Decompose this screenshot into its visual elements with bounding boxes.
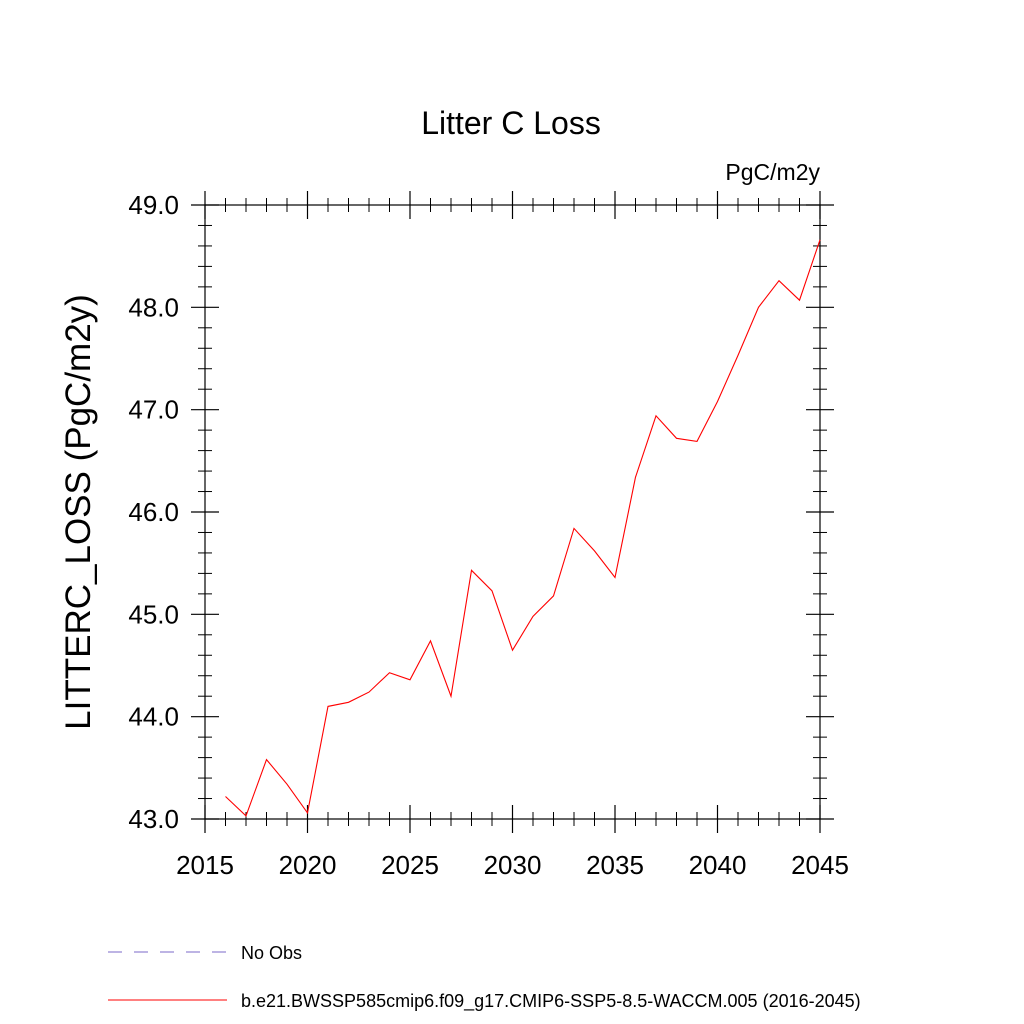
- y-tick-label: 43.0: [128, 804, 179, 834]
- x-tick-label: 2030: [484, 850, 542, 880]
- series-line: [225, 239, 821, 817]
- y-axis-label: LITTERC_LOSS (PgC/m2y): [59, 294, 98, 730]
- legend-label: b.e21.BWSSP585cmip6.f09_g17.CMIP6-SSP5-8…: [241, 991, 861, 1012]
- x-tick-label: 2025: [381, 850, 439, 880]
- units-label: PgC/m2y: [725, 159, 820, 185]
- x-tick-label: 2035: [586, 850, 644, 880]
- y-tick-label: 48.0: [128, 292, 179, 322]
- chart-title: Litter C Loss: [421, 105, 601, 141]
- x-tick-label: 2020: [279, 850, 337, 880]
- x-tick-label: 2015: [176, 850, 234, 880]
- y-tick-label: 49.0: [128, 190, 179, 220]
- series-group: [225, 239, 821, 817]
- y-tick-labels: 43.0 44.0 45.0 46.0 47.0 48.0 49.0: [128, 190, 179, 834]
- y-tick-label: 44.0: [128, 702, 179, 732]
- legend-label: No Obs: [241, 943, 302, 963]
- x-tick-label: 2045: [791, 850, 849, 880]
- y-tick-label: 47.0: [128, 395, 179, 425]
- plot-frame: [204, 204, 821, 820]
- legend: No Obs b.e21.BWSSP585cmip6.f09_g17.CMIP6-…: [108, 943, 861, 1012]
- x-tick-labels: 2015 2020 2025 2030 2035 2040 2045: [176, 850, 849, 880]
- minor-ticks: [198, 198, 827, 826]
- x-tick-label: 2040: [689, 850, 747, 880]
- y-tick-label: 45.0: [128, 599, 179, 629]
- major-ticks: [191, 191, 834, 833]
- y-tick-label: 46.0: [128, 497, 179, 527]
